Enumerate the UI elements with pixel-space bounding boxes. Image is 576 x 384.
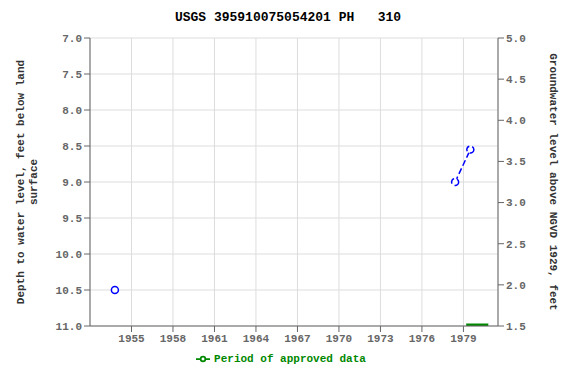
svg-text:1964: 1964: [243, 333, 270, 345]
svg-text:3.5: 3.5: [506, 156, 526, 168]
svg-text:1967: 1967: [284, 333, 310, 345]
svg-text:1970: 1970: [326, 333, 352, 345]
svg-text:1973: 1973: [367, 333, 394, 345]
svg-text:10.5: 10.5: [56, 285, 83, 297]
svg-text:5.0: 5.0: [506, 33, 526, 45]
svg-text:4.0: 4.0: [506, 115, 526, 127]
svg-text:4.5: 4.5: [506, 74, 526, 86]
svg-text:1955: 1955: [118, 333, 145, 345]
svg-text:8.0: 8.0: [62, 105, 82, 117]
svg-text:3.0: 3.0: [506, 197, 526, 209]
svg-text:7.0: 7.0: [62, 33, 82, 45]
svg-text:1961: 1961: [201, 333, 228, 345]
svg-text:1958: 1958: [160, 333, 187, 345]
svg-text:8.5: 8.5: [62, 141, 82, 153]
svg-text:2.5: 2.5: [506, 239, 526, 251]
html-text:USGS 395910075054201 PH 310: USGS 395910075054201 PH 310: [174, 10, 402, 25]
svg-text:7.5: 7.5: [62, 69, 82, 81]
svg-text:10.0: 10.0: [56, 249, 82, 261]
svg-text:9.0: 9.0: [62, 177, 82, 189]
svg-text:1979: 1979: [450, 333, 476, 345]
svg-text:Groundwater level above NGVD 1: Groundwater level above NGVD 1929, feet: [547, 53, 559, 310]
svg-text:1.5: 1.5: [506, 321, 526, 333]
svg-text:1976: 1976: [409, 333, 435, 345]
html-text:Period of approved data: Period of approved data: [214, 352, 366, 365]
svg-text:9.5: 9.5: [62, 213, 82, 225]
svg-text:2.0: 2.0: [506, 280, 526, 292]
svg-text:11.0: 11.0: [56, 321, 82, 333]
svg-text:Depth to water level, feet bel: Depth to water level, feet below landsur…: [15, 60, 40, 304]
